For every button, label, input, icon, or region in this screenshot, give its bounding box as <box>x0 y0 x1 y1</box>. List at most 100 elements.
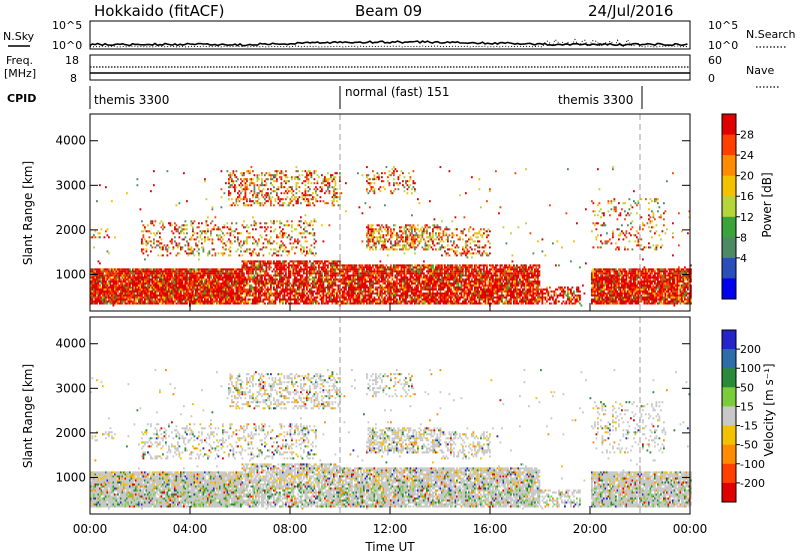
heatmap-cell <box>147 284 149 287</box>
heatmap-cell <box>211 268 214 271</box>
heatmap-cell <box>216 270 218 273</box>
heatmap-cell <box>126 292 128 295</box>
heatmap-cell <box>97 296 100 299</box>
heatmap-cell <box>228 284 230 287</box>
heatmap-cell <box>114 290 116 293</box>
heatmap-cell <box>301 236 304 239</box>
heatmap-cell <box>93 278 95 281</box>
heatmap-cell <box>250 274 253 277</box>
heatmap-cell <box>364 288 367 291</box>
heatmap-cell <box>270 286 272 289</box>
heatmap-cell <box>336 192 338 195</box>
heatmap-cell <box>144 302 146 305</box>
heatmap-cell <box>372 290 374 293</box>
heatmap-cell <box>262 268 265 271</box>
heatmap-cell <box>381 290 383 293</box>
heatmap-cell <box>190 224 193 227</box>
heatmap-cell <box>138 290 140 293</box>
heatmap-cell <box>222 252 224 255</box>
heatmap-cell <box>148 268 151 271</box>
heatmap-cell <box>174 228 176 231</box>
heatmap-cell <box>246 224 248 227</box>
heatmap-cell <box>196 300 199 303</box>
heatmap-cell <box>375 242 377 245</box>
heatmap-cell <box>130 292 133 295</box>
heatmap-cell <box>109 282 112 285</box>
heatmap-cell <box>253 238 256 241</box>
heatmap-cell <box>127 292 130 295</box>
heatmap-cell <box>156 244 158 247</box>
heatmap-cell <box>201 286 203 289</box>
heatmap-cell <box>154 296 157 299</box>
heatmap-cell <box>270 204 272 207</box>
heatmap-cell <box>177 272 179 275</box>
heatmap-cell <box>97 232 100 235</box>
heatmap-cell <box>124 292 127 295</box>
heatmap-cell <box>138 284 140 287</box>
heatmap-cell <box>226 268 229 271</box>
heatmap-cell <box>387 232 389 235</box>
heatmap-cell <box>172 290 175 293</box>
heatmap-cell <box>171 240 173 243</box>
heatmap-cell <box>241 292 244 295</box>
heatmap-cell <box>211 296 214 299</box>
heatmap-cell <box>136 292 139 295</box>
heatmap-cell <box>367 244 370 247</box>
heatmap-cell <box>298 272 301 275</box>
heatmap-cell <box>199 286 202 289</box>
heatmap-cell <box>114 296 116 299</box>
heatmap-cell <box>124 268 127 271</box>
heatmap-cell <box>91 290 94 293</box>
heatmap-cell <box>97 260 100 263</box>
heatmap-cell <box>186 298 188 301</box>
heatmap-cell <box>201 280 203 283</box>
heatmap-cell <box>154 282 157 285</box>
heatmap-cell <box>195 274 197 277</box>
heatmap-cell <box>387 240 389 243</box>
heatmap-cell <box>256 286 259 289</box>
heatmap-cell <box>280 192 283 195</box>
heatmap-cell <box>195 244 197 247</box>
heatmap-cell <box>100 302 103 305</box>
heatmap-cell <box>180 292 182 295</box>
heatmap-cell <box>219 286 221 289</box>
heatmap-cell <box>225 182 227 185</box>
heatmap-cell <box>132 278 134 281</box>
heatmap-cell <box>237 238 239 241</box>
heatmap-cell <box>147 290 149 293</box>
heatmap-cell <box>315 220 317 223</box>
heatmap-cell <box>322 240 325 243</box>
heatmap-cell <box>283 248 286 251</box>
heatmap-cell <box>196 276 199 279</box>
heatmap-cell <box>202 290 205 293</box>
heatmap-cell <box>336 188 338 191</box>
heatmap-cell <box>124 286 127 289</box>
heatmap-cell <box>187 282 190 285</box>
nave-tick-low: 0 <box>708 72 715 85</box>
heatmap-cell <box>211 242 214 245</box>
heatmap-cell <box>240 302 242 305</box>
heatmap-cell <box>297 198 299 201</box>
heatmap-cell <box>229 234 232 237</box>
heatmap-cell <box>130 280 133 283</box>
heatmap-cell <box>403 268 406 271</box>
heatmap-cell <box>217 300 220 303</box>
heatmap-cell <box>345 288 347 291</box>
heatmap-cell <box>189 280 191 283</box>
heatmap-cell <box>115 276 118 279</box>
heatmap-cell <box>204 232 206 235</box>
heatmap-cell <box>300 244 302 247</box>
heatmap-cell <box>174 298 176 301</box>
heatmap-cell <box>180 286 182 289</box>
heatmap-cell <box>334 270 337 273</box>
heatmap-cell <box>196 250 199 253</box>
heatmap-cell <box>121 302 124 305</box>
heatmap-cell <box>213 290 215 293</box>
heatmap-cell <box>123 296 125 299</box>
heatmap-cell <box>189 294 191 297</box>
heatmap-cell <box>211 294 214 297</box>
heatmap-cell <box>150 290 152 293</box>
heatmap-cell <box>385 246 388 249</box>
heatmap-cell <box>163 292 166 295</box>
heatmap-cell <box>223 284 226 287</box>
